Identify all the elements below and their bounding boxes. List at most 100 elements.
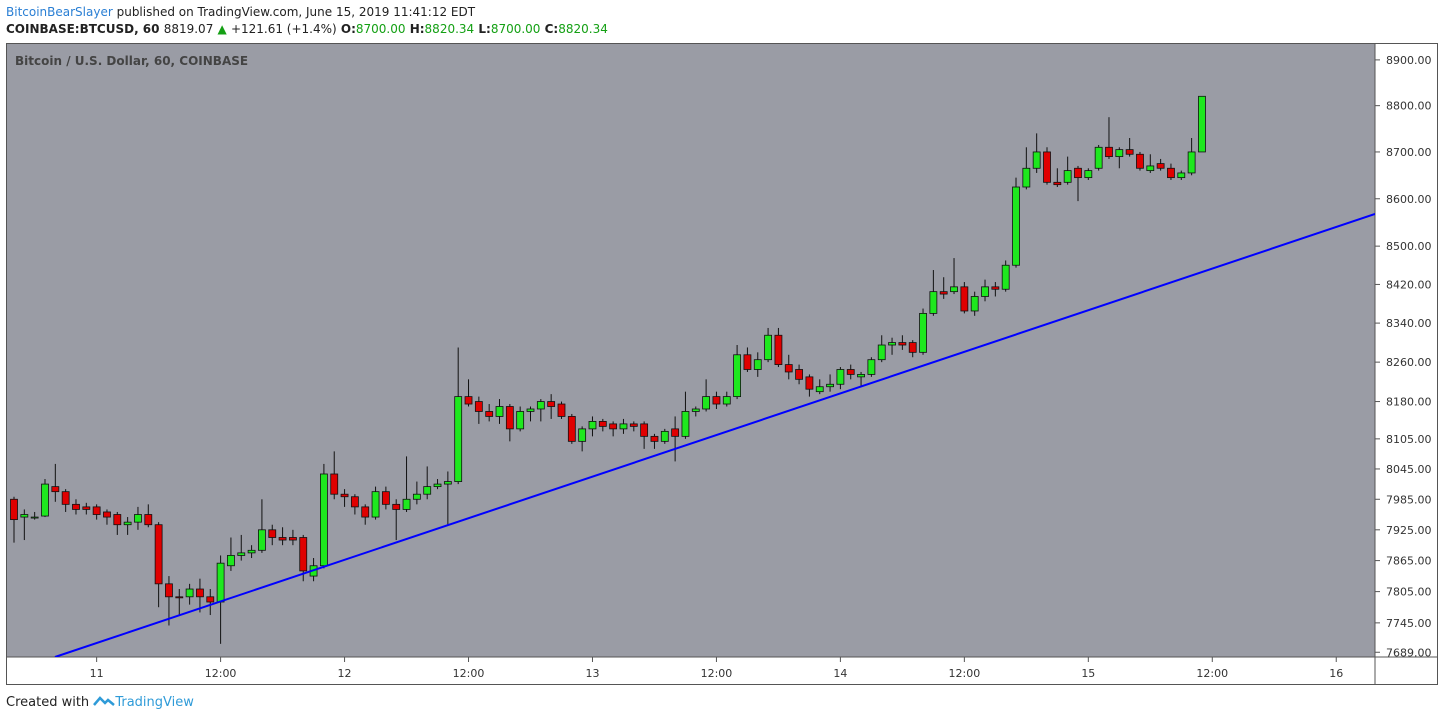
candle-body — [660, 430, 669, 442]
author[interactable]: BitcoinBearSlayer — [6, 5, 113, 19]
candle-body — [92, 506, 101, 515]
candle-body — [1136, 153, 1144, 169]
brand-logo — [93, 696, 116, 706]
candle-body — [578, 428, 587, 442]
candle-body — [774, 334, 783, 365]
candle-body — [227, 555, 235, 567]
y-tick-label: 8500.00 — [1386, 240, 1432, 253]
candle-body — [671, 428, 680, 437]
y-tick-label: 8600.00 — [1386, 193, 1432, 206]
candle-body — [722, 396, 731, 405]
candle-body — [981, 286, 989, 297]
candle-body — [743, 354, 752, 370]
candle-body — [216, 562, 225, 603]
candle-body — [950, 286, 958, 293]
candle-body — [381, 491, 390, 505]
candle-body — [1094, 146, 1103, 169]
candle-body — [319, 473, 328, 567]
candle-body — [960, 286, 969, 312]
change: +121.61 (+1.4%) — [230, 22, 337, 36]
candle-body — [51, 486, 60, 493]
candle-body — [640, 423, 649, 437]
y-tick-label: 7925.00 — [1386, 524, 1432, 537]
candle-body — [1084, 170, 1093, 179]
y-tick-label: 8900.00 — [1386, 54, 1432, 67]
h-label: H: — [409, 22, 425, 36]
candle-body — [247, 549, 256, 554]
candle-body — [206, 596, 215, 603]
candle-body — [196, 588, 204, 598]
chart-title: Bitcoin / U.S. Dollar, 60, COINBASE — [15, 54, 248, 68]
candle-body — [165, 583, 173, 598]
candle-body — [1032, 151, 1041, 169]
x-tick-label: 12:00 — [453, 667, 485, 680]
brand[interactable]: TradingView — [115, 695, 194, 710]
y-tick-label: 8420.00 — [1386, 278, 1432, 291]
c-label: C: — [544, 22, 559, 36]
candle-body — [1167, 167, 1175, 179]
candle-body — [908, 342, 917, 353]
y-tick-label: 7745.00 — [1386, 617, 1432, 630]
price-axis — [1375, 44, 1438, 684]
trend-line[interactable] — [54, 213, 1375, 657]
candle-body — [330, 473, 339, 495]
candle-body — [61, 491, 70, 505]
x-tick-label: 12:00 — [205, 667, 237, 680]
candle-body — [237, 552, 246, 556]
candle-body — [20, 514, 29, 518]
candle-body — [557, 403, 566, 417]
candle-body — [1125, 149, 1134, 155]
candle-body — [134, 514, 142, 523]
candle-body — [289, 537, 297, 541]
candle-body — [278, 537, 287, 541]
x-tick-label: 14 — [833, 667, 847, 680]
candle-body — [712, 396, 721, 405]
candle-body — [41, 483, 49, 517]
x-tick-label: 16 — [1329, 667, 1343, 680]
candle-body — [691, 408, 700, 412]
candle-body — [185, 588, 194, 598]
y-tick-label: 8340.00 — [1386, 317, 1432, 330]
candle-body — [1187, 151, 1196, 174]
candle-body — [299, 537, 308, 572]
candle-body — [547, 401, 556, 407]
quote-line: COINBASE:BTCUSD, 60 8819.07 ▲ +121.61 (+… — [6, 22, 608, 36]
candle-body — [805, 376, 814, 390]
candle-body — [929, 291, 938, 314]
candle-body — [1105, 146, 1113, 158]
candle-body — [350, 496, 359, 508]
y-tick-label: 7985.00 — [1386, 493, 1432, 506]
c: 8820.34 — [558, 22, 608, 36]
candle-body — [361, 506, 370, 518]
candle-body — [433, 483, 442, 488]
candle-body — [1115, 149, 1124, 158]
x-tick-label: 13 — [585, 667, 599, 680]
candle-body — [733, 354, 741, 398]
candle-body — [516, 411, 525, 430]
l: 8700.00 — [490, 22, 541, 36]
y-tick-label: 7689.00 — [1386, 646, 1432, 659]
y-tick-label: 7865.00 — [1386, 555, 1432, 568]
candles — [10, 95, 1206, 644]
x-tick-label: 12:00 — [949, 667, 981, 680]
y-tick-label: 8045.00 — [1386, 463, 1432, 476]
o: 8700.00 — [355, 22, 406, 36]
candle-body — [629, 423, 638, 427]
candle-body — [144, 514, 153, 526]
l-label: L: — [478, 22, 491, 36]
last: 8819.07 — [163, 22, 214, 36]
candle-body — [113, 514, 122, 526]
candle-body — [443, 481, 452, 485]
candle-body — [505, 406, 514, 430]
candle-body — [1022, 167, 1031, 188]
candle-body — [867, 359, 876, 375]
candle-body — [175, 596, 184, 599]
created: Created with — [6, 695, 90, 710]
published: published on TradingView.com, June 15, 2… — [112, 5, 476, 19]
candle-body — [753, 359, 762, 370]
candle-body — [598, 421, 607, 427]
candle-body — [536, 401, 545, 410]
candle-body — [258, 529, 266, 551]
